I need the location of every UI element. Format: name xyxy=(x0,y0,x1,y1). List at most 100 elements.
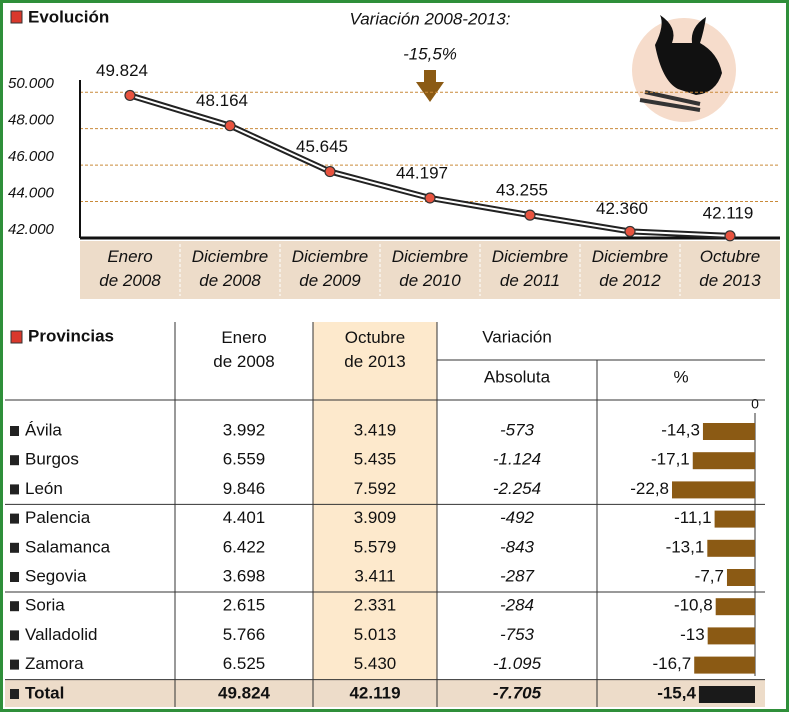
point xyxy=(625,226,635,236)
value-label: 42.119 xyxy=(703,203,754,222)
cell: 6.525 xyxy=(223,654,266,673)
bar xyxy=(693,452,755,469)
cell: 6.422 xyxy=(223,537,266,556)
group-header: Variación xyxy=(482,327,552,346)
row-name: Salamanca xyxy=(25,537,111,556)
cell: -2.254 xyxy=(493,479,541,498)
page: {"chart_data": {"type": "line", "title":… xyxy=(0,0,789,712)
cell: 42.119 xyxy=(349,683,400,702)
point xyxy=(225,121,235,131)
row-name: Segovia xyxy=(25,566,87,585)
row-name: Total xyxy=(25,683,64,702)
bullet xyxy=(10,572,19,582)
pct-label: -15,4 xyxy=(657,683,696,702)
y-tick-label: 50.000 xyxy=(8,75,55,92)
bar xyxy=(707,540,755,557)
bar xyxy=(708,627,755,644)
bullet xyxy=(10,601,19,611)
bullet xyxy=(10,426,19,436)
cell: 6.559 xyxy=(223,450,266,469)
point xyxy=(125,90,135,100)
pct-label: -10,8 xyxy=(674,596,713,615)
bar xyxy=(727,569,755,586)
cell: 7.592 xyxy=(354,479,397,498)
bullet xyxy=(10,630,19,640)
row-name: Burgos xyxy=(25,450,79,469)
row-name: Valladolid xyxy=(25,625,97,644)
bullet xyxy=(10,660,19,670)
pct-label: -14,3 xyxy=(661,420,700,439)
pct-label: -13,1 xyxy=(666,537,705,556)
annotation-value: -15,5% xyxy=(403,44,457,63)
title-icon xyxy=(11,11,22,23)
cell: -1.095 xyxy=(493,654,542,673)
pct-label: -17,1 xyxy=(651,450,690,469)
point xyxy=(725,231,735,241)
bar xyxy=(715,511,755,528)
subcolumn-header: Absoluta xyxy=(484,367,551,386)
cell: -573 xyxy=(500,420,535,439)
y-tick-label: 44.000 xyxy=(8,185,55,202)
cell: 9.846 xyxy=(223,479,266,498)
cell: 3.909 xyxy=(354,508,397,527)
cell: -843 xyxy=(500,537,535,556)
bullet xyxy=(10,455,19,465)
row-name: Zamora xyxy=(25,654,84,673)
row-name: Soria xyxy=(25,596,65,615)
annotation: Variación 2008-2013: xyxy=(350,9,511,28)
cell: -753 xyxy=(500,625,535,644)
pct-label: -7,7 xyxy=(695,566,724,585)
cell: 2.615 xyxy=(223,596,266,615)
row-name: Ávila xyxy=(25,420,62,439)
cell: 5.579 xyxy=(354,537,397,556)
value-label: 43.255 xyxy=(496,181,548,200)
cell: 4.401 xyxy=(223,508,266,527)
y-tick-label: 46.000 xyxy=(8,148,55,165)
bar xyxy=(703,423,755,440)
cell: 3.411 xyxy=(354,566,395,585)
cell: 3.419 xyxy=(354,420,397,439)
chart-title: Evolución xyxy=(28,7,109,26)
pct-label: -22,8 xyxy=(630,479,669,498)
subcolumn-header: % xyxy=(673,367,688,386)
table-title: Provincias xyxy=(28,326,114,345)
bar xyxy=(716,598,755,615)
value-label: 48.164 xyxy=(196,91,248,110)
bullet xyxy=(10,514,19,524)
bar xyxy=(672,481,755,498)
value-label: 45.645 xyxy=(296,137,348,156)
bullet xyxy=(10,484,19,494)
row-name: Palencia xyxy=(25,508,91,527)
y-tick-label: 48.000 xyxy=(8,112,55,129)
cell: -7.705 xyxy=(493,683,542,702)
cell: 2.331 xyxy=(354,596,397,615)
cell: 49.824 xyxy=(218,683,271,702)
bullet xyxy=(10,689,19,699)
cell: -284 xyxy=(500,596,534,615)
bar xyxy=(694,657,755,674)
value-label: 42.360 xyxy=(596,199,648,218)
cell: 5.013 xyxy=(354,625,397,644)
pct-label: -16,7 xyxy=(652,654,691,673)
cell: 3.698 xyxy=(223,566,266,585)
value-label: 49.824 xyxy=(96,61,148,80)
bullet xyxy=(10,543,19,553)
bar xyxy=(699,686,755,703)
row-name: León xyxy=(25,479,63,498)
pct-label: -11,1 xyxy=(674,508,712,527)
table-title-icon xyxy=(11,331,22,343)
value-label: 44.197 xyxy=(396,163,448,182)
point xyxy=(325,167,335,177)
cell: 5.435 xyxy=(354,450,397,469)
point xyxy=(425,193,435,203)
cell: 3.992 xyxy=(223,420,266,439)
cell: 5.766 xyxy=(223,625,266,644)
cell: 5.430 xyxy=(354,654,397,673)
infographic: Evolución Variación 2008-2013: -15,5% Pr… xyxy=(0,0,789,712)
point xyxy=(525,210,535,220)
cell: -287 xyxy=(500,566,535,585)
cell: -1.124 xyxy=(493,450,541,469)
cell: -492 xyxy=(500,508,535,527)
bar-tick-label: 0 xyxy=(751,396,759,412)
y-tick-label: 42.000 xyxy=(8,221,55,238)
